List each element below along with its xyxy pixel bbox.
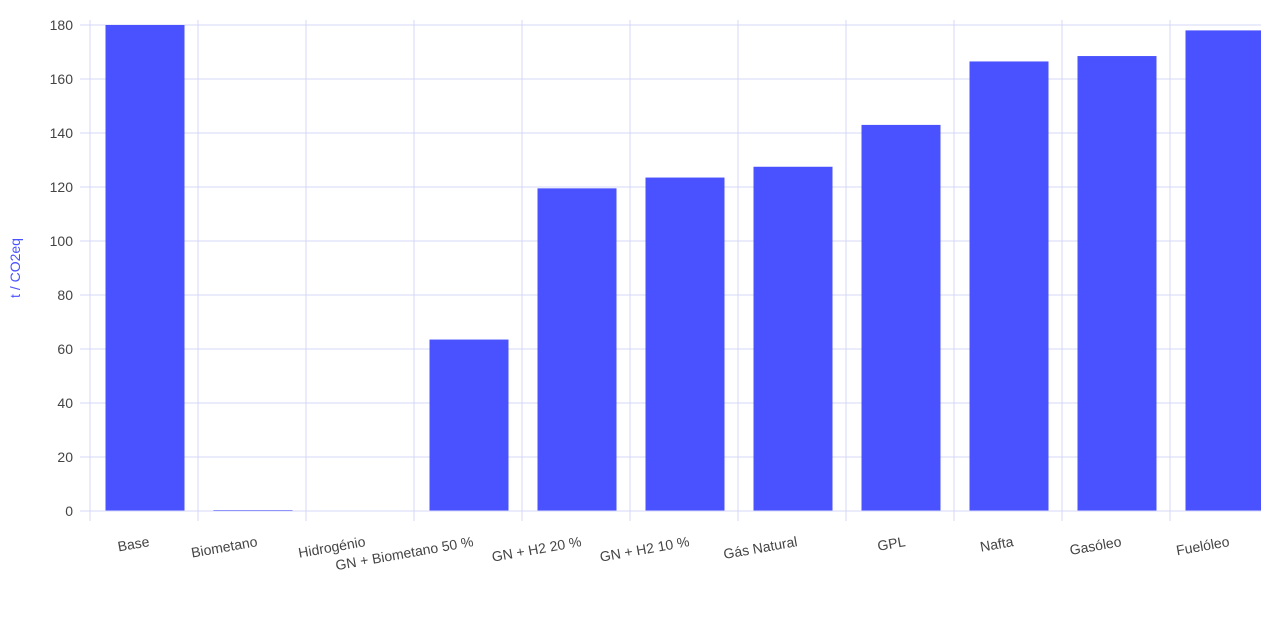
bar (969, 61, 1049, 511)
y-tick-label: 0 (65, 503, 73, 519)
x-tick-label: Gasóleo (1068, 533, 1122, 558)
y-tick-label: 20 (57, 449, 73, 465)
x-tick-label: Gás Natural (722, 533, 798, 562)
x-tick-label: GN + H2 20 % (490, 533, 582, 564)
bar (537, 188, 617, 511)
bar (753, 166, 833, 511)
bar (1185, 30, 1261, 512)
y-tick-label: 80 (57, 287, 73, 303)
x-tick-label: Base (116, 533, 150, 554)
bar (1077, 56, 1157, 512)
y-tick-label: 100 (50, 233, 74, 249)
x-tick-label: Fuelóleo (1175, 533, 1231, 558)
bar (429, 339, 509, 511)
x-tick-label: Biometano (190, 533, 259, 560)
y-tick-label: 120 (50, 179, 74, 195)
x-tick-label: GPL (876, 533, 907, 554)
y-tick-labels: 0 20 40 60 80 100 120 140 160 180 (50, 17, 74, 519)
bars (105, 25, 1261, 512)
y-tick-label: 140 (50, 125, 74, 141)
bar (645, 177, 725, 512)
axes (80, 24, 1261, 512)
x-tick-label: Nafta (979, 533, 1015, 555)
bar (105, 25, 185, 511)
x-tick-label: GN + H2 10 % (598, 533, 690, 564)
y-tick-label: 180 (50, 17, 74, 33)
y-tick-label: 160 (50, 71, 74, 87)
y-axis-title: t / CO2eq (7, 238, 23, 298)
y-tick-label: 40 (57, 395, 73, 411)
bar (861, 124, 941, 512)
y-tick-label: 60 (57, 341, 73, 357)
